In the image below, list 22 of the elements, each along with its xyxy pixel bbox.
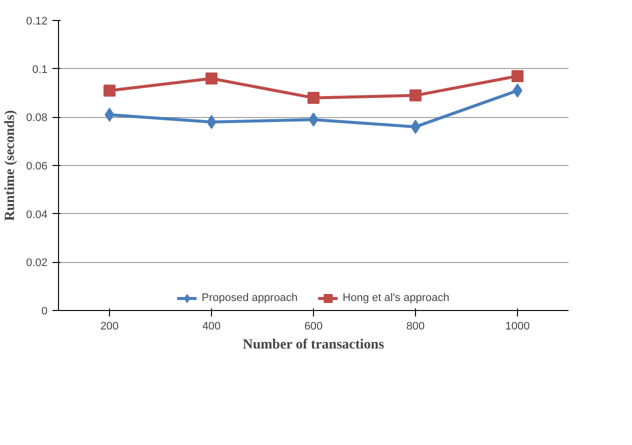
x-axis-title: Number of transactions [242, 338, 385, 352]
y-tick-label: 0.1 [32, 64, 48, 76]
x-tick-label: 400 [202, 320, 221, 332]
legend-label: Proposed approach [202, 292, 298, 304]
x-tick-label: 1000 [505, 320, 530, 332]
y-tick-label: 0.06 [26, 160, 48, 172]
x-tick-label: 800 [406, 320, 425, 332]
x-tick-label: 200 [100, 320, 119, 332]
point [104, 84, 116, 97]
point [308, 92, 320, 104]
y-tick-label: 0.02 [26, 257, 48, 270]
legend-label: Hong et al's approach [342, 292, 450, 304]
y-tick-label: 0.04 [26, 208, 48, 221]
y-tick-label: 0.08 [26, 112, 48, 124]
x-tick-label: 600 [304, 320, 323, 332]
point [206, 72, 218, 84]
y-tick-label: 0.12 [26, 16, 48, 28]
point [206, 115, 216, 129]
y-axis-title: Runtime (seconds) [3, 110, 18, 221]
y-tick-label: 0 [41, 306, 48, 318]
point [512, 70, 524, 82]
point [410, 89, 422, 102]
